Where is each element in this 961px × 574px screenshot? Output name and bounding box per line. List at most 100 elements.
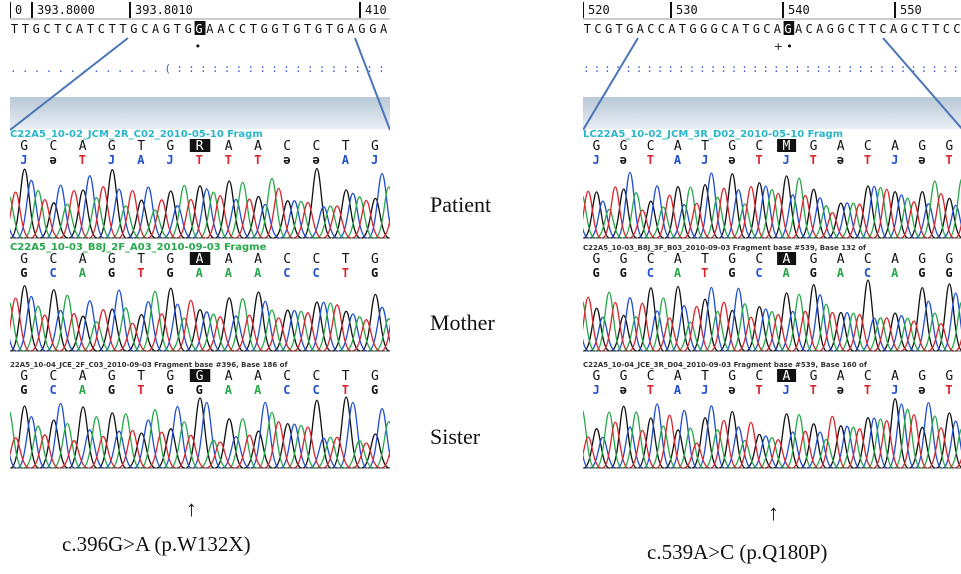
colored-base-call: ə bbox=[620, 383, 627, 397]
base-call: G bbox=[728, 139, 736, 154]
alignment-dot: : bbox=[741, 62, 748, 75]
trace-peaks bbox=[10, 167, 390, 239]
reference-base: T bbox=[250, 22, 257, 36]
trace-peaks bbox=[10, 284, 390, 352]
trace-peaks bbox=[10, 401, 390, 469]
reference-base: G bbox=[700, 22, 707, 36]
base-call: G bbox=[166, 369, 174, 384]
reference-base: G bbox=[369, 22, 376, 36]
reference-base: C bbox=[879, 22, 886, 36]
colored-base-call: T bbox=[196, 153, 203, 167]
alignment-dot: . bbox=[141, 62, 148, 75]
colored-base-call: ə bbox=[283, 153, 290, 167]
base-call: A bbox=[837, 139, 845, 154]
base-call: T bbox=[701, 369, 709, 384]
colored-base-call: A bbox=[783, 266, 791, 280]
base-call: R bbox=[196, 139, 204, 154]
colored-base-call: A bbox=[254, 266, 262, 280]
trace-peaks bbox=[583, 296, 961, 352]
base-call: A bbox=[79, 369, 87, 384]
colored-base-call: C bbox=[283, 383, 290, 397]
alignment-dot: : bbox=[331, 62, 338, 75]
base-call: A bbox=[79, 252, 87, 267]
base-call: A bbox=[837, 369, 845, 384]
colored-base-call: T bbox=[701, 266, 708, 280]
colored-base-call: A bbox=[225, 383, 233, 397]
alignment-dot: ( bbox=[164, 62, 171, 75]
reference-base: C bbox=[943, 22, 950, 36]
base-call: G bbox=[945, 252, 953, 267]
base-call: G bbox=[728, 252, 736, 267]
reference-base: T bbox=[304, 22, 311, 36]
right-position-arrow: ↑ bbox=[768, 500, 779, 525]
reference-base: T bbox=[11, 22, 18, 36]
ruler-label: 0 bbox=[15, 3, 22, 17]
reference-base: G bbox=[185, 22, 192, 36]
alignment-dot: : bbox=[720, 62, 727, 75]
alignment-dot: : bbox=[815, 62, 822, 75]
reference-base: G bbox=[163, 22, 170, 36]
base-call: T bbox=[701, 139, 709, 154]
reference-base: A bbox=[637, 22, 645, 36]
reference-base: T bbox=[326, 22, 333, 36]
ruler-label: 550 bbox=[900, 3, 922, 17]
base-call: G bbox=[593, 252, 601, 267]
base-call: T bbox=[701, 252, 709, 267]
reference-base: C bbox=[658, 22, 665, 36]
reference-base: A bbox=[774, 22, 782, 36]
alignment-dot: : bbox=[836, 62, 843, 75]
alignment-dot: : bbox=[366, 62, 373, 75]
reference-base: C bbox=[43, 22, 50, 36]
reference-base: G bbox=[271, 22, 278, 36]
alignment-dot: : bbox=[657, 62, 664, 75]
colored-base-call: G bbox=[108, 266, 115, 280]
call-highlight bbox=[189, 139, 211, 152]
colored-base-call: T bbox=[810, 153, 817, 167]
colored-base-call: G bbox=[371, 383, 378, 397]
base-call: G bbox=[620, 252, 628, 267]
base-call: A bbox=[225, 139, 233, 154]
colored-base-call: J bbox=[701, 153, 708, 167]
alignment-dot: : bbox=[636, 62, 643, 75]
zoom-line-right bbox=[354, 37, 390, 131]
colored-base-call: J bbox=[783, 153, 790, 167]
alignment-dot: : bbox=[594, 62, 601, 75]
base-call: G bbox=[108, 369, 116, 384]
colored-base-call: ə bbox=[918, 383, 925, 397]
alignment-dot: : bbox=[212, 62, 219, 75]
reference-base: C bbox=[763, 22, 770, 36]
base-call: G bbox=[918, 369, 926, 384]
trace-filename: LC22A5_10-02_JCM_3R_D02_2010-05-10 Fragm bbox=[583, 129, 843, 140]
colored-base-call: J bbox=[166, 153, 173, 167]
colored-base-call: A bbox=[342, 153, 350, 167]
reference-base: G bbox=[626, 22, 633, 36]
alignment-dot: : bbox=[283, 62, 290, 75]
reference-base: C bbox=[647, 22, 654, 36]
reference-base: T bbox=[584, 22, 591, 36]
reference-base: C bbox=[65, 22, 72, 36]
alignment-dot: . bbox=[22, 62, 29, 75]
base-call: A bbox=[891, 252, 899, 267]
colored-base-call: ə bbox=[728, 153, 735, 167]
alignment-dot: : bbox=[625, 62, 632, 75]
call-highlight bbox=[189, 369, 211, 382]
colored-base-call: G bbox=[166, 383, 173, 397]
colored-base-call: A bbox=[674, 383, 682, 397]
colored-base-call: G bbox=[371, 266, 378, 280]
base-call: C bbox=[755, 252, 763, 267]
reference-base: T bbox=[109, 22, 116, 36]
base-call: G bbox=[945, 139, 953, 154]
colored-base-call: G bbox=[108, 383, 115, 397]
base-call: A bbox=[225, 252, 233, 267]
trace-peaks bbox=[10, 297, 390, 352]
colored-base-call: J bbox=[701, 383, 708, 397]
base-call: A bbox=[891, 369, 899, 384]
reference-base: G bbox=[130, 22, 137, 36]
alignment-dot: : bbox=[942, 62, 949, 75]
colored-base-call: A bbox=[137, 153, 145, 167]
base-call: G bbox=[945, 369, 953, 384]
alignment-dot: : bbox=[889, 62, 896, 75]
trace-peaks bbox=[10, 421, 390, 469]
